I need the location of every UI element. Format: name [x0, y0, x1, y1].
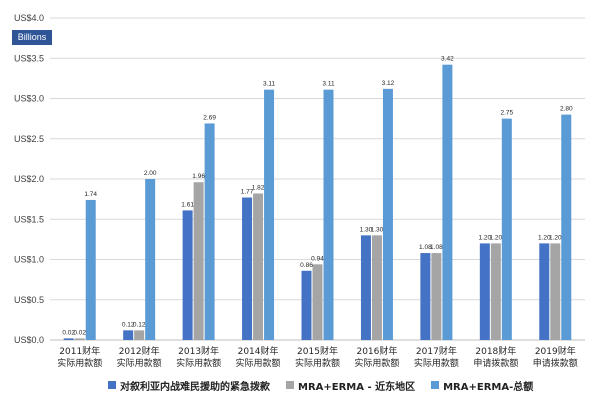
bar — [301, 270, 312, 340]
data-label: 1.20 — [549, 234, 562, 241]
y-tick-label: US$0.0 — [14, 335, 44, 345]
y-tick-label: US$4.0 — [14, 13, 44, 23]
x-tick-label: 申请拨款额 — [533, 357, 578, 369]
data-label: 2.80 — [560, 106, 573, 113]
data-label: 0.02 — [73, 329, 86, 336]
data-label: 3.11 — [263, 81, 276, 88]
legend-swatch-1 — [108, 381, 116, 389]
x-tick-label: 实际用款额 — [295, 357, 340, 369]
gridlines — [50, 17, 585, 341]
bar — [501, 118, 512, 340]
x-tick-label: 实际用款额 — [57, 357, 102, 369]
legend-swatch-2 — [286, 381, 294, 389]
x-tick-label: 2011财年 — [59, 345, 100, 357]
data-label: 1.08 — [419, 244, 432, 251]
x-tick-label: 2018财年 — [475, 345, 516, 357]
bar — [134, 330, 145, 340]
data-label: 0.02 — [62, 329, 75, 336]
y-axis: US$0.0 US$0.5 US$1.0 US$1.5 US$2.0 US$2.5 US$3… — [14, 13, 44, 345]
bar — [242, 197, 253, 340]
bar — [323, 89, 334, 341]
x-tick-label: 2015财年 — [297, 345, 338, 357]
x-tick-label: 实际用款额 — [354, 357, 399, 369]
y-tick-label: US$2.0 — [14, 174, 44, 184]
bar — [561, 114, 572, 340]
x-tick-label: 实际用款额 — [236, 357, 281, 369]
y-tick-label: US$1.5 — [14, 214, 44, 224]
bar — [123, 330, 134, 340]
bar — [204, 123, 215, 340]
data-label: 1.82 — [252, 184, 265, 191]
x-tick-label: 2019财年 — [535, 345, 576, 357]
bar — [145, 179, 156, 340]
data-label: 1.30 — [371, 226, 384, 233]
bar — [63, 338, 74, 340]
bar — [490, 243, 501, 340]
data-label: 1.30 — [360, 226, 373, 233]
data-label: 0.94 — [311, 255, 324, 262]
data-label: 1.61 — [181, 201, 194, 208]
bar — [182, 210, 193, 340]
bar — [420, 253, 431, 340]
unit-label: Billions — [12, 30, 52, 45]
data-label: 3.12 — [382, 80, 395, 87]
data-label: 2.69 — [203, 114, 216, 121]
bar — [442, 64, 453, 340]
data-label: 1.96 — [192, 173, 205, 180]
x-tick-label: 2012财年 — [119, 345, 160, 357]
data-label: 0.12 — [122, 321, 135, 328]
y-tick-label: US$0.5 — [14, 295, 44, 305]
legend-label-3: MRA+ERMA-总额 — [443, 381, 534, 393]
y-tick-label: US$3.0 — [14, 94, 44, 104]
y-tick-label: US$2.5 — [14, 134, 44, 144]
legend-label-2: MRA+ERMA - 近东地区 — [298, 381, 416, 393]
bar — [479, 243, 490, 340]
legend-item-series-3: MRA+ERMA-总额 — [431, 378, 533, 393]
data-label: 3.11 — [322, 81, 335, 88]
bar — [360, 235, 371, 340]
data-label: 2.00 — [144, 170, 157, 177]
bar — [550, 243, 561, 340]
data-label: 1.77 — [241, 189, 254, 196]
y-tick-label: US$1.0 — [14, 255, 44, 265]
legend-swatch-3 — [431, 381, 440, 389]
x-tick-label: 实际用款额 — [414, 357, 459, 369]
data-label: 3.42 — [441, 56, 454, 63]
bar — [253, 193, 264, 340]
bar — [85, 199, 96, 340]
legend-label-1: 对叙利亚内战难民援助的紧急拨款 — [120, 381, 270, 393]
bar — [264, 89, 275, 341]
x-tick-label: 申请拨款额 — [473, 357, 518, 369]
x-tick-label: 实际用款额 — [176, 357, 221, 369]
x-tick-label: 2014财年 — [238, 345, 279, 357]
legend-item-series-2: MRA+ERMA - 近东地区 — [286, 378, 415, 393]
data-label: 0.12 — [133, 321, 146, 328]
data-label: 0.86 — [300, 262, 313, 269]
bar — [539, 243, 550, 340]
x-tick-label: 2013财年 — [178, 345, 219, 357]
bar — [431, 253, 442, 340]
x-tick-label: 2016财年 — [356, 345, 397, 357]
x-tick-label: 实际用款额 — [117, 357, 162, 369]
x-axis: 2011财年实际用款额2012财年实际用款额2013财年实际用款额2014财年实… — [57, 345, 578, 369]
data-label: 1.20 — [479, 234, 492, 241]
data-label: 1.20 — [490, 234, 503, 241]
data-label: 1.20 — [538, 234, 551, 241]
data-label: 2.75 — [501, 110, 514, 117]
bar — [382, 88, 393, 340]
data-labels: 0.020.02 1.74 0.120.12 2.00 1.61 1.96 2.69 1.77… — [62, 56, 573, 337]
bar — [371, 235, 382, 340]
bar — [74, 338, 85, 340]
y-tick-label: US$3.5 — [14, 53, 44, 63]
legend: 对叙利亚内战难民援助的紧急拨款 MRA+ERMA - 近东地区 MRA+ERMA… — [108, 378, 578, 393]
data-label: 1.74 — [84, 191, 97, 198]
x-tick-label: 2017财年 — [416, 345, 457, 357]
bar — [193, 182, 204, 340]
legend-item-series-1: 对叙利亚内战难民援助的紧急拨款 — [108, 378, 270, 393]
bar — [312, 264, 323, 340]
bars — [63, 64, 572, 341]
data-label: 1.08 — [430, 244, 443, 251]
